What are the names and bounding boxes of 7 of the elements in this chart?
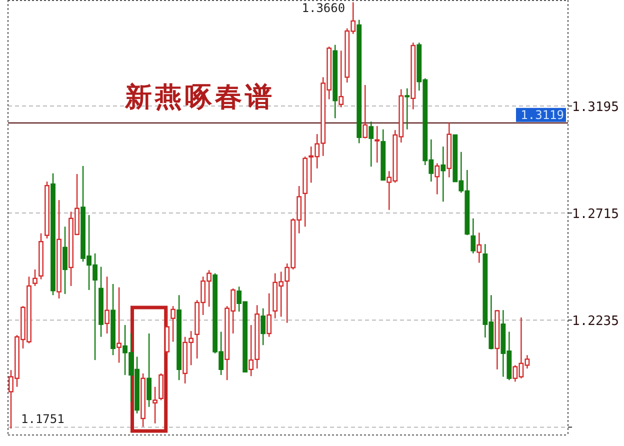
annotation: 1.3660 <box>302 1 346 15</box>
y-tick-label: 1.2715 <box>572 207 619 222</box>
y-tick-label: 1.3195 <box>572 100 619 115</box>
annotation: 新燕啄春谱 <box>124 82 275 113</box>
y-tick-label: 1.2235 <box>572 314 619 330</box>
annotation: 1.1751 <box>21 412 64 426</box>
ref-line-label: 1.3119 <box>520 108 564 122</box>
